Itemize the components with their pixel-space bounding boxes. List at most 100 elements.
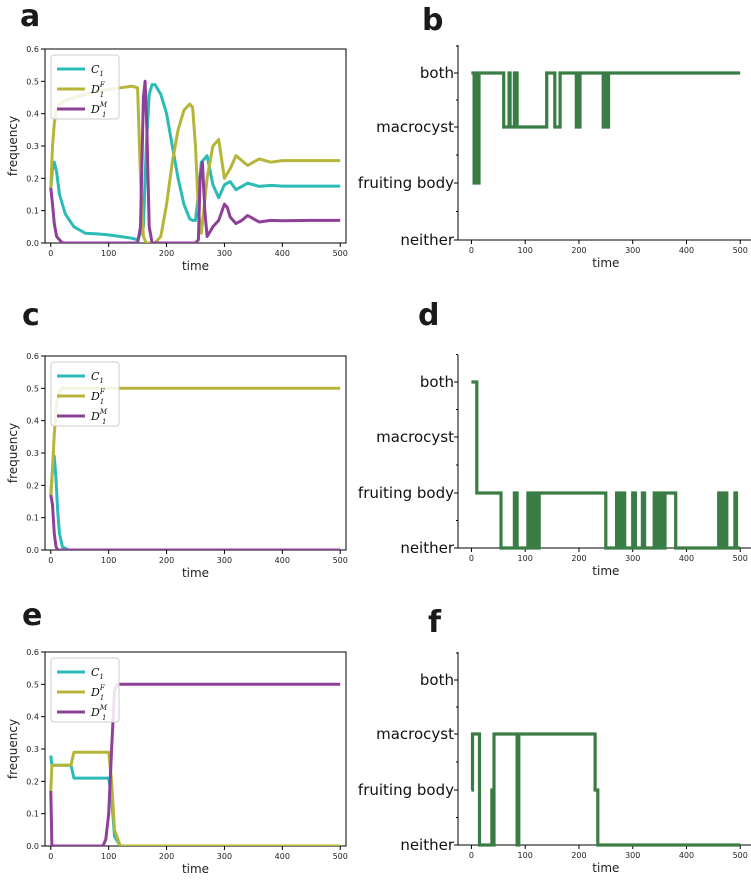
x-tick-label: 100 (518, 246, 533, 255)
panel-letter-b: b (422, 3, 443, 38)
y-tick-label: 0.0 (26, 239, 39, 248)
y-axis-label: frequency (6, 719, 20, 779)
series-line-d1f (49, 750, 341, 846)
y-tick-label: 0.2 (26, 777, 39, 786)
legend-label-sup: F (99, 388, 106, 396)
y-tick-label: 0.0 (26, 546, 39, 555)
x-tick-label: 300 (217, 556, 232, 565)
y-tick-label: 0.5 (26, 384, 39, 393)
x-tick-label: 0 (48, 852, 53, 861)
y-tick-label: 0.5 (26, 77, 39, 86)
x-tick-label: 100 (518, 554, 533, 563)
legend-label-sup: M (99, 101, 108, 109)
x-tick-label: 300 (625, 246, 640, 255)
x-tick-label: 400 (275, 852, 290, 861)
y-tick-label: 0.3 (26, 449, 39, 458)
x-tick-label: 500 (733, 246, 748, 255)
panel-letter-c: c (22, 298, 40, 333)
x-tick-label: 0 (48, 249, 53, 258)
x-tick-label: 100 (101, 852, 116, 861)
panel-letter-f: f (428, 605, 442, 640)
x-tick-label: 300 (217, 249, 232, 258)
legend-label-sup: M (99, 704, 108, 712)
legend-label-sup: F (99, 81, 106, 89)
x-tick-label: 500 (733, 851, 748, 860)
series-line-d1m (49, 494, 341, 550)
x-tick-label: 500 (333, 249, 348, 258)
legend-label-base: D (90, 686, 100, 699)
legend-label-base: D (90, 410, 100, 423)
x-axis-label: time (592, 564, 619, 578)
legend-label-base: C (91, 370, 100, 383)
x-tick-label: 300 (217, 852, 232, 861)
legend-label-base: C (91, 63, 100, 76)
legend-label: DF 1 (90, 81, 106, 99)
legend-label-base: C (91, 666, 100, 679)
x-tick-label: 0 (469, 851, 474, 860)
y-tick-label: 0.4 (26, 713, 39, 722)
x-tick-label: 0 (469, 554, 474, 563)
legend-label-base: D (90, 103, 100, 116)
y-tick-label: 0.5 (26, 680, 39, 689)
chart-panel-b: neither fruiting body macrocyst both 0 100 200… (358, 45, 751, 270)
legend-label-sub: 1 (102, 714, 106, 722)
x-tick-label: 100 (518, 851, 533, 860)
x-tick-label: 0 (469, 246, 474, 255)
legend-label-base: D (90, 83, 100, 96)
y-axis-label: frequency (6, 116, 20, 176)
x-axis-label: time (182, 862, 209, 876)
state-line (471, 71, 741, 185)
x-tick-label: 300 (625, 554, 640, 563)
y-tick-label: 0.4 (26, 417, 39, 426)
legend-label-base: D (90, 390, 100, 403)
x-axis-label: time (182, 566, 209, 580)
legend-label-sub: 1 (102, 418, 106, 426)
x-tick-label: 500 (333, 852, 348, 861)
legend-label: DF 1 (90, 388, 106, 406)
legend-label: DM 1 (90, 408, 108, 426)
x-tick-label: 200 (571, 246, 586, 255)
x-tick-label: 200 (571, 554, 586, 563)
legend-label-base: D (90, 706, 100, 719)
state-line (470, 732, 741, 847)
legend-label: C1 (91, 63, 104, 78)
x-axis-label: time (182, 259, 209, 273)
chart-panel-a: 0.0 0.1 0.2 0.3 0.4 0.5 0.6 0 100 200 300 400 500 tim… (6, 45, 348, 273)
panel-letter-a: a (20, 0, 40, 34)
y-category-label: neither (400, 836, 455, 854)
x-tick-label: 100 (101, 249, 116, 258)
series-line-d1m (49, 79, 341, 243)
x-tick-label: 200 (571, 851, 586, 860)
y-tick-label: 0.2 (26, 481, 39, 490)
x-tick-label: 500 (333, 556, 348, 565)
legend-label-sub: 1 (100, 694, 104, 702)
x-axis-label: time (592, 861, 619, 875)
legend-label: C1 (91, 666, 104, 681)
legend-label-sup: F (99, 684, 106, 692)
y-tick-label: 0.4 (26, 110, 39, 119)
chart-panel-d: neither fruiting body macrocyst both 0 100 200… (358, 354, 751, 578)
y-category-label: macrocyst (376, 428, 454, 446)
series-line-c1 (49, 454, 341, 550)
panel-letter-d: d (418, 298, 439, 333)
x-tick-label: 200 (159, 852, 174, 861)
y-category-label: macrocyst (376, 118, 454, 136)
y-tick-label: 0.1 (26, 514, 39, 523)
series-line-c1 (49, 755, 341, 846)
x-tick-label: 200 (159, 556, 174, 565)
legend-label-sub: 1 (100, 398, 104, 406)
y-tick-label: 0.0 (26, 842, 39, 851)
y-category-label: fruiting body (358, 781, 454, 799)
x-tick-label: 400 (275, 249, 290, 258)
y-tick-label: 0.3 (26, 745, 39, 754)
y-category-label: macrocyst (376, 725, 454, 743)
x-tick-label: 400 (679, 246, 694, 255)
x-tick-label: 100 (101, 556, 116, 565)
x-tick-label: 400 (679, 554, 694, 563)
y-category-label: both (420, 671, 454, 689)
legend-box (50, 361, 120, 427)
x-tick-label: 400 (275, 556, 290, 565)
state-line (471, 380, 741, 550)
legend-label: C1 (91, 370, 104, 385)
